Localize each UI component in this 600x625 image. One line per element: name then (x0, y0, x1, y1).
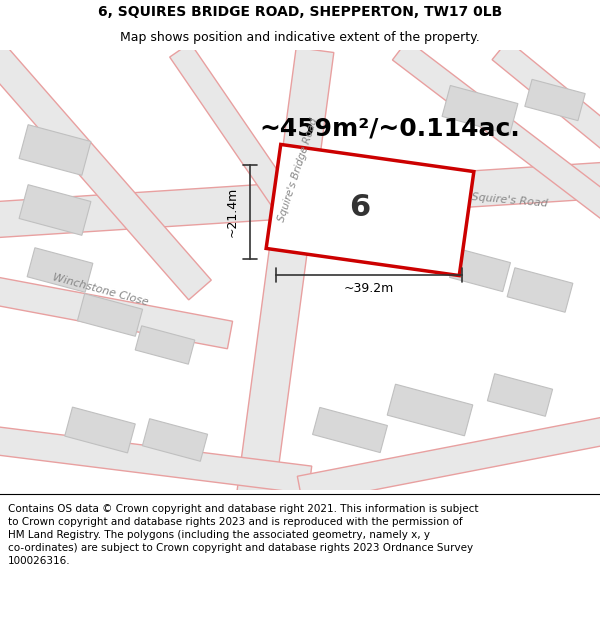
Bar (19, 124, 91, 176)
Bar (27, 248, 93, 292)
Polygon shape (492, 41, 600, 149)
Bar (487, 374, 553, 416)
Polygon shape (0, 426, 312, 494)
Polygon shape (0, 276, 233, 349)
Text: Squire's Bridge Road: Squire's Bridge Road (277, 117, 320, 223)
Bar (266, 144, 474, 276)
Bar (387, 384, 473, 436)
Text: Squire's Road: Squire's Road (472, 192, 548, 208)
Bar (77, 294, 143, 336)
Bar (449, 248, 511, 292)
Text: Contains OS data © Crown copyright and database right 2021. This information is : Contains OS data © Crown copyright and d… (8, 504, 478, 566)
Text: ~21.4m: ~21.4m (226, 187, 239, 237)
Text: ~459m²/~0.114ac.: ~459m²/~0.114ac. (260, 116, 520, 140)
Polygon shape (170, 43, 320, 247)
Bar (142, 419, 208, 461)
Polygon shape (236, 48, 334, 503)
Polygon shape (392, 40, 600, 220)
Bar (65, 407, 135, 453)
Polygon shape (298, 416, 600, 504)
Text: Winchstone Close: Winchstone Close (51, 272, 149, 308)
Text: 6: 6 (349, 194, 371, 222)
Polygon shape (0, 40, 211, 300)
Bar (313, 408, 388, 452)
Bar (525, 79, 585, 121)
Bar (19, 184, 91, 236)
Bar (442, 86, 518, 134)
Bar (507, 268, 573, 312)
Text: ~39.2m: ~39.2m (344, 282, 394, 296)
Text: 6, SQUIRES BRIDGE ROAD, SHEPPERTON, TW17 0LB: 6, SQUIRES BRIDGE ROAD, SHEPPERTON, TW17… (98, 6, 502, 19)
Bar (135, 326, 195, 364)
Text: Map shows position and indicative extent of the property.: Map shows position and indicative extent… (120, 31, 480, 44)
Polygon shape (0, 162, 600, 238)
